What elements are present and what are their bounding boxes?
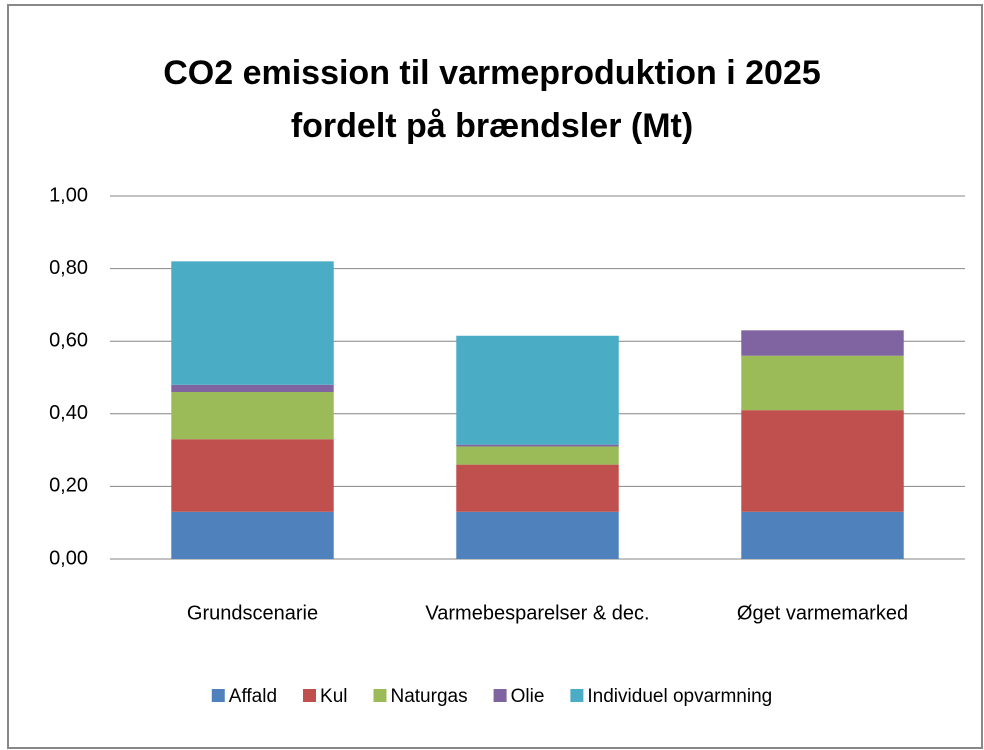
bar-segment bbox=[171, 511, 334, 559]
legend-label: Kul bbox=[320, 686, 347, 707]
x-tick-label: Grundscenarie bbox=[187, 602, 318, 624]
legend-swatch bbox=[303, 689, 317, 702]
bar-segment bbox=[456, 444, 619, 447]
legend-swatch bbox=[493, 689, 507, 702]
bar-segment bbox=[171, 439, 334, 512]
legend-swatch bbox=[373, 689, 387, 702]
x-tick-label: Varmebesparelser & dec. bbox=[425, 602, 649, 624]
y-tick-label: 0,60 bbox=[49, 329, 88, 351]
bar-segment bbox=[741, 511, 904, 559]
bar-segment bbox=[456, 335, 619, 445]
y-tick-label: 0,80 bbox=[49, 257, 88, 279]
legend: Affald Kul Naturgas Olie Individuel opvarmni… bbox=[211, 686, 772, 707]
bar-segment bbox=[171, 392, 334, 440]
legend-label: Affald bbox=[229, 686, 277, 707]
y-tick-label: 0,40 bbox=[49, 402, 88, 424]
bar-segment bbox=[171, 384, 334, 393]
bar-segment bbox=[171, 261, 334, 385]
y-tick-label: 0,00 bbox=[49, 547, 88, 569]
chart-title: CO2 emission til varmeproduktion i 2025 f… bbox=[163, 54, 821, 145]
bar-segment bbox=[456, 446, 619, 465]
x-tick-label: Øget varmemarked bbox=[737, 602, 908, 624]
legend-label: Individuel opvarmning bbox=[587, 686, 772, 707]
bar-segment bbox=[741, 330, 904, 356]
legend-swatch bbox=[211, 689, 225, 702]
bar-segment bbox=[456, 511, 619, 559]
y-tick-label: 1,00 bbox=[49, 184, 88, 206]
legend-swatch bbox=[570, 689, 584, 702]
bar-segment bbox=[456, 464, 619, 512]
bar-segment bbox=[741, 355, 904, 411]
legend-label: Naturgas bbox=[390, 686, 467, 707]
legend-label: Olie bbox=[511, 686, 545, 707]
bar-segment bbox=[741, 410, 904, 512]
y-tick-label: 0,20 bbox=[49, 475, 88, 497]
